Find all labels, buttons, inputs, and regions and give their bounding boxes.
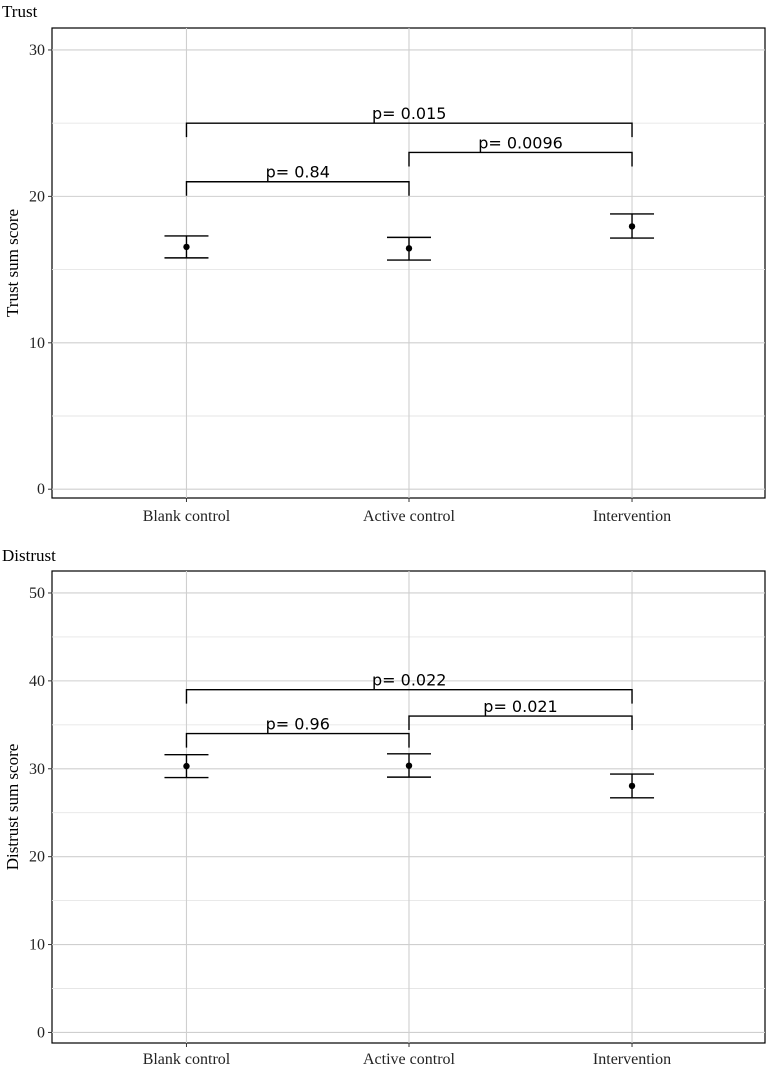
distrust-p-value-label: p= 0.021 xyxy=(483,697,557,716)
trust-comparison-bracket xyxy=(185,122,633,138)
trust-y-tick-label: 0 xyxy=(37,481,45,498)
trust-y-tick-label: 10 xyxy=(29,335,45,352)
trust-x-ticks: Blank control Active control Intervention xyxy=(143,498,671,525)
trust-panel-title: Trust xyxy=(2,2,38,21)
trust-comparison-bracket xyxy=(408,151,633,167)
trust-y-ticks: 0 10 20 30 xyxy=(29,42,52,498)
trust-mean-point xyxy=(183,243,190,251)
distrust-y-tick-label: 50 xyxy=(29,585,45,602)
distrust-x-tick-label: Active control xyxy=(363,1051,456,1068)
distrust-y-tick-label: 40 xyxy=(29,673,45,690)
distrust-comparison-bracket xyxy=(185,688,633,704)
distrust-panel-title: Distrust xyxy=(2,546,56,565)
distrust-y-tick-label: 20 xyxy=(29,849,45,866)
trust-p-value-label: p= 0.015 xyxy=(372,104,446,123)
trust-y-axis-label: Trust sum score xyxy=(3,209,22,317)
distrust-comparison-bracket xyxy=(408,715,633,731)
distrust-y-ticks: 0 10 20 30 40 50 xyxy=(29,585,52,1041)
distrust-mean-point xyxy=(405,762,413,769)
trust-p-value-label: p= 0.0096 xyxy=(478,133,563,152)
trust-x-tick-label: Active control xyxy=(363,508,456,525)
trust-y-tick-label: 30 xyxy=(29,42,45,59)
distrust-x-tick-label: Blank control xyxy=(143,1051,231,1068)
distrust-y-axis-label: Distrust sum score xyxy=(3,744,22,871)
distrust-error-bars xyxy=(164,753,655,799)
distrust-p-value-label: p= 0.022 xyxy=(372,671,446,690)
distrust-comparisons: p= 0.96 p= 0.021 p= 0.022 xyxy=(185,671,633,748)
distrust-y-tick-label: 30 xyxy=(29,761,45,778)
distrust-y-tick-label: 0 xyxy=(37,1024,45,1041)
trust-mean-point xyxy=(405,245,413,252)
trust-comparisons: p= 0.84 p= 0.0096 p= 0.015 xyxy=(185,104,633,196)
distrust-comparison-bracket xyxy=(185,732,410,748)
trust-y-tick-label: 20 xyxy=(29,188,45,205)
trust-p-value-label: p= 0.84 xyxy=(266,163,330,182)
distrust-mean-point xyxy=(183,762,190,770)
distrust-mean-point xyxy=(628,782,636,790)
distrust-p-value-label: p= 0.96 xyxy=(266,715,330,734)
distrust-x-ticks: Blank control Active control Intervention xyxy=(143,1043,671,1068)
distrust-panel: Distrust 0 10 20 30 40 50 Blank control Active… xyxy=(2,546,766,1068)
trust-error-bars xyxy=(164,213,655,261)
distrust-x-tick-label: Intervention xyxy=(593,1051,671,1068)
trust-panel: Trust 0 10 20 30 Blank control Active contro… xyxy=(2,2,766,525)
trust-mean-point xyxy=(628,223,636,230)
trust-comparison-bracket xyxy=(185,181,410,196)
trust-x-tick-label: Blank control xyxy=(143,508,231,525)
trust-x-tick-label: Intervention xyxy=(593,508,671,525)
trust-gridlines xyxy=(52,28,765,498)
distrust-y-tick-label: 10 xyxy=(29,937,45,954)
